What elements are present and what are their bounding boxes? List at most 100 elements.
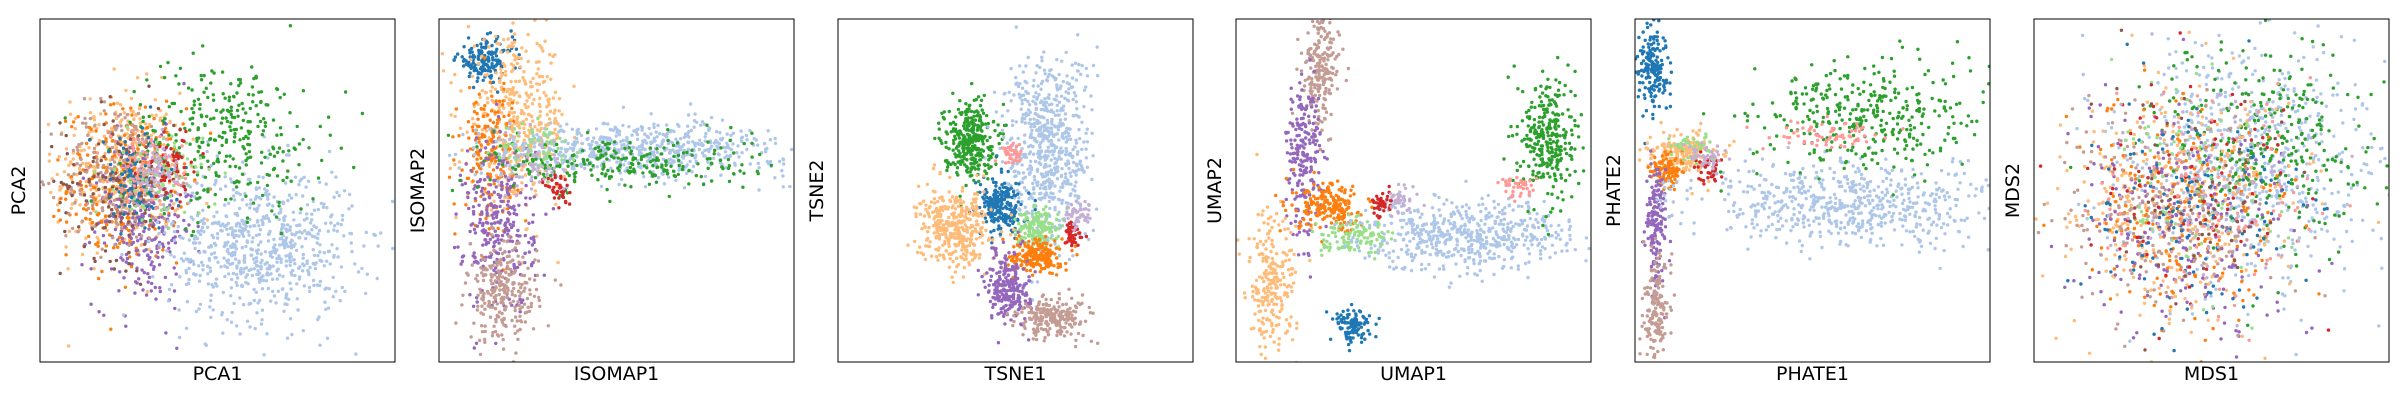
data-point bbox=[273, 243, 277, 247]
data-point bbox=[199, 73, 203, 78]
data-point bbox=[492, 324, 496, 328]
data-point bbox=[124, 269, 128, 273]
data-point bbox=[497, 158, 501, 162]
data-point bbox=[486, 142, 490, 146]
data-point bbox=[354, 352, 358, 356]
data-point bbox=[63, 197, 68, 201]
data-point bbox=[651, 158, 655, 162]
data-point bbox=[116, 245, 120, 249]
data-point bbox=[483, 90, 488, 95]
data-point bbox=[475, 170, 479, 174]
data-point bbox=[275, 150, 280, 155]
data-point bbox=[117, 149, 122, 154]
data-point bbox=[773, 136, 777, 141]
data-point bbox=[105, 228, 109, 233]
data-point bbox=[141, 115, 145, 119]
data-point bbox=[274, 301, 278, 305]
data-point bbox=[311, 278, 316, 283]
data-point bbox=[135, 153, 139, 157]
data-point bbox=[479, 42, 483, 46]
data-point bbox=[55, 172, 59, 177]
data-point bbox=[682, 186, 687, 190]
data-point bbox=[256, 112, 260, 117]
data-point bbox=[513, 163, 517, 168]
data-point bbox=[143, 226, 147, 230]
data-point bbox=[237, 180, 241, 184]
data-point bbox=[255, 220, 260, 224]
data-point bbox=[263, 250, 268, 254]
data-point bbox=[472, 321, 476, 325]
data-point bbox=[726, 166, 731, 171]
data-point bbox=[665, 132, 669, 136]
data-point bbox=[293, 262, 297, 266]
data-point bbox=[241, 302, 246, 307]
data-point bbox=[527, 240, 531, 245]
data-point bbox=[323, 221, 328, 225]
data-point bbox=[119, 183, 123, 187]
data-point bbox=[237, 77, 241, 82]
data-point bbox=[465, 130, 469, 134]
data-point bbox=[120, 236, 125, 241]
data-point bbox=[304, 236, 308, 241]
data-point bbox=[143, 242, 147, 246]
data-point bbox=[198, 107, 202, 111]
data-point bbox=[277, 273, 282, 277]
data-point bbox=[488, 118, 492, 122]
data-point bbox=[531, 327, 536, 331]
data-point bbox=[233, 229, 238, 233]
data-point bbox=[554, 136, 559, 141]
data-point bbox=[375, 276, 379, 281]
data-point bbox=[107, 202, 111, 206]
data-point bbox=[480, 212, 484, 216]
data-point bbox=[740, 163, 744, 167]
data-point bbox=[177, 308, 181, 312]
data-point bbox=[502, 153, 506, 157]
data-point bbox=[130, 142, 134, 146]
scatter-points-2 bbox=[440, 19, 803, 362]
data-point bbox=[195, 191, 199, 195]
data-point bbox=[71, 157, 76, 161]
data-point bbox=[202, 188, 206, 192]
data-point bbox=[198, 145, 202, 150]
data-point bbox=[485, 63, 489, 67]
data-point bbox=[109, 167, 114, 171]
data-point bbox=[95, 160, 99, 164]
data-point bbox=[120, 216, 124, 220]
cluster-1 bbox=[452, 29, 522, 94]
data-point bbox=[642, 154, 646, 158]
data-point bbox=[517, 282, 521, 286]
data-point bbox=[466, 273, 470, 277]
data-point bbox=[91, 159, 95, 164]
data-point bbox=[122, 184, 127, 188]
data-point bbox=[511, 220, 516, 224]
data-point bbox=[532, 181, 536, 185]
data-point bbox=[800, 134, 803, 137]
data-point bbox=[755, 169, 759, 173]
data-point bbox=[466, 36, 471, 40]
data-point bbox=[137, 157, 141, 162]
data-point bbox=[255, 209, 259, 213]
data-point bbox=[472, 187, 476, 191]
data-point bbox=[639, 166, 643, 170]
data-point bbox=[641, 171, 645, 175]
data-point bbox=[538, 129, 542, 133]
data-point bbox=[653, 173, 658, 178]
data-point bbox=[773, 176, 777, 180]
data-point bbox=[73, 126, 78, 131]
data-point bbox=[272, 294, 277, 298]
data-point bbox=[498, 288, 502, 292]
data-point bbox=[720, 162, 724, 166]
data-point bbox=[157, 231, 161, 236]
data-point bbox=[244, 224, 248, 229]
data-point bbox=[508, 195, 512, 200]
data-point bbox=[234, 180, 239, 184]
data-point bbox=[513, 208, 517, 212]
data-point bbox=[318, 343, 322, 347]
data-point bbox=[297, 266, 301, 270]
data-point bbox=[69, 161, 73, 166]
data-point bbox=[163, 275, 168, 280]
data-point bbox=[686, 140, 690, 144]
data-point bbox=[172, 123, 176, 128]
data-point bbox=[525, 99, 529, 103]
data-point bbox=[87, 146, 91, 150]
